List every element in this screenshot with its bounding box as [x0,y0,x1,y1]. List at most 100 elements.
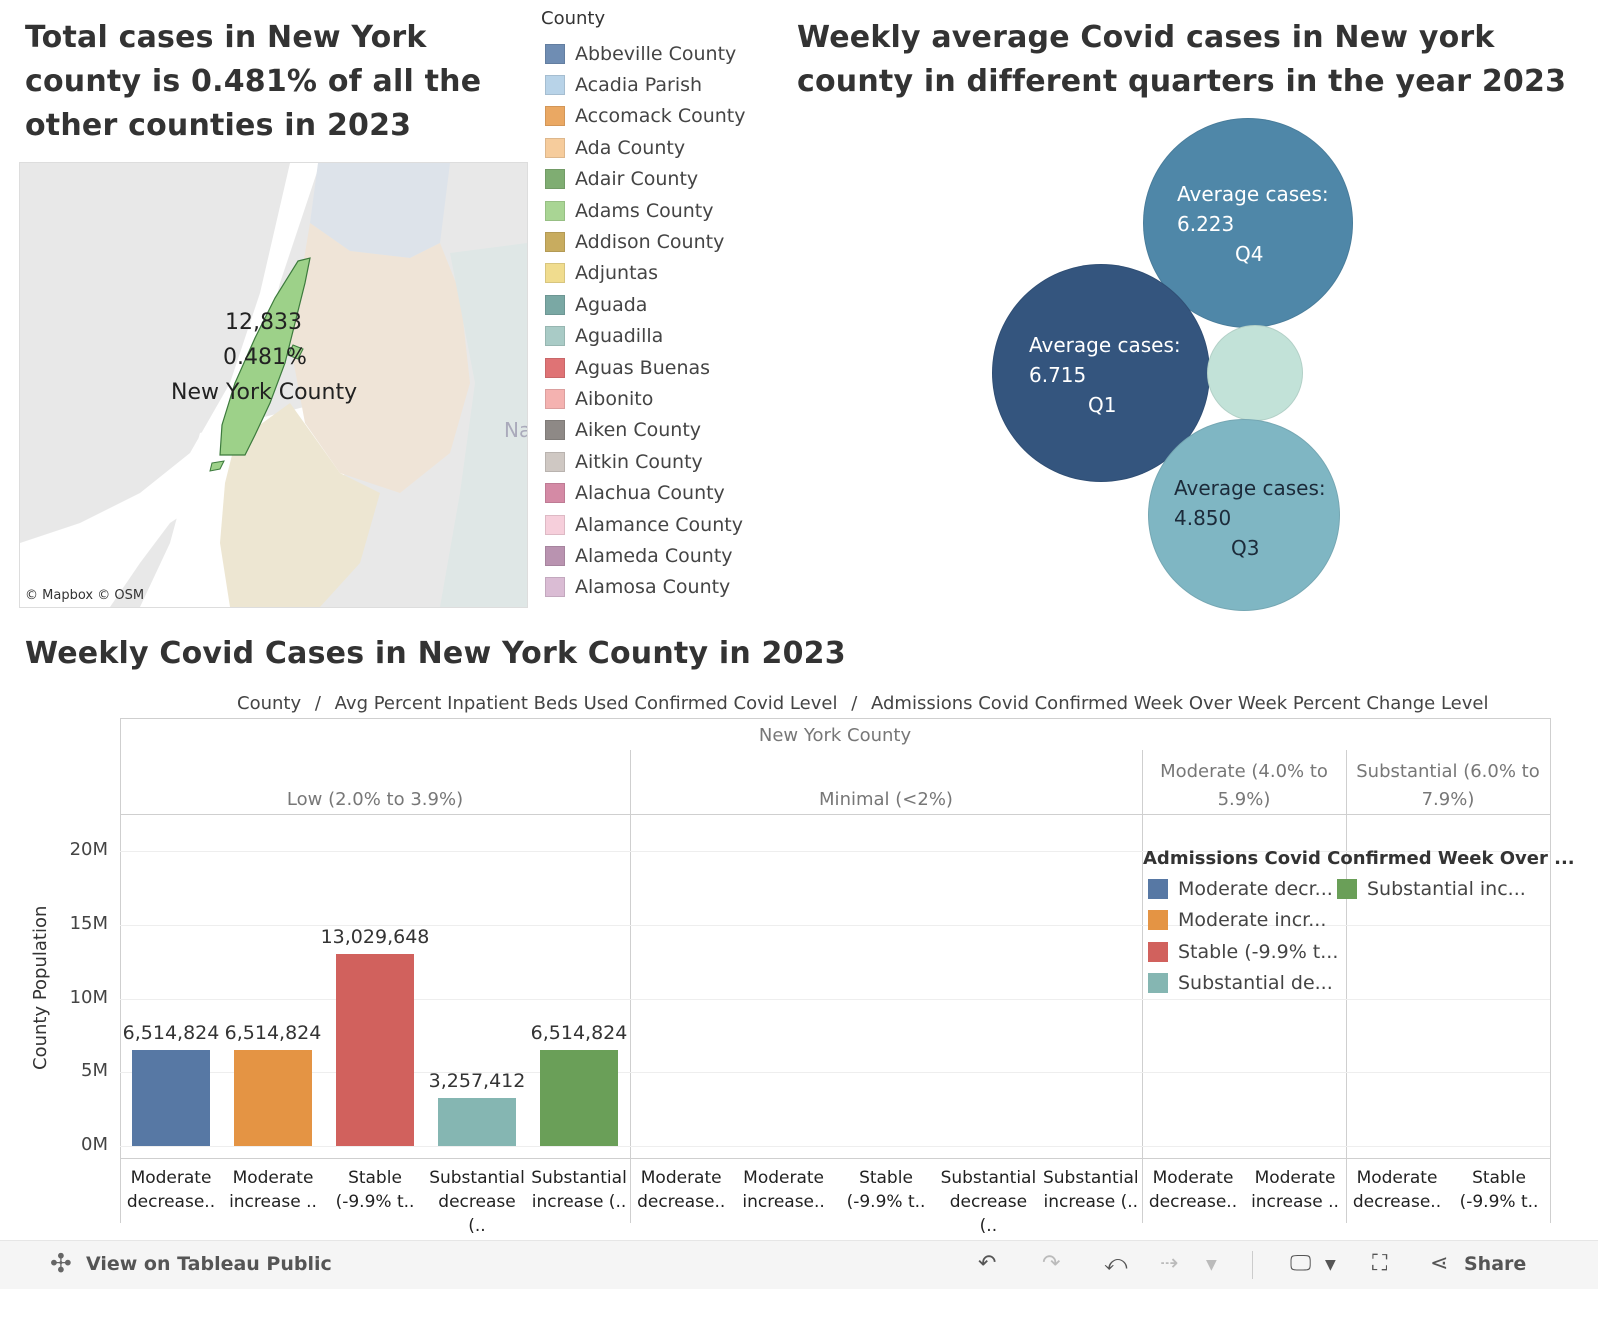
x-category-label[interactable]: Moderate increase.. [734,1166,834,1214]
legend-item-label: Substantial de... [1178,972,1333,994]
map-view[interactable]: 12,833 0.481% New York County Na © Mapbo… [19,162,528,608]
header-path-admissions[interactable]: Admissions Covid Confirmed Week Over Wee… [871,693,1489,714]
legend-swatch [545,483,565,504]
x-category-label[interactable]: Substantial increase (.. [1041,1166,1141,1214]
share-icon[interactable]: ⋖ [1430,1251,1449,1276]
legend-item[interactable]: Ada County [545,132,760,163]
legend-swatch [545,451,565,472]
x-category-line: decrease (.. [949,1192,1028,1236]
bar[interactable] [132,1049,210,1146]
legend-item[interactable]: Aibonito [545,383,760,414]
refresh-dropdown-icon[interactable]: ▼ [1206,1257,1217,1273]
header-group[interactable]: Moderate (4.0% to 5.9%) [1160,761,1328,810]
legend-item[interactable]: Adjuntas [545,258,760,289]
bar[interactable] [438,1097,516,1146]
legend-item[interactable]: Accomack County [545,101,760,132]
view-on-tableau-link[interactable]: View on Tableau Public [86,1253,332,1275]
header-group[interactable]: Substantial (6.0% to 7.9%) [1356,761,1540,810]
refresh-icon[interactable]: ⇢ [1160,1251,1179,1276]
legend-item[interactable]: Aguadilla [545,321,760,352]
header-county[interactable]: New York County [758,725,912,746]
x-category-label[interactable]: Moderate decrease.. [1347,1166,1447,1214]
x-category-line: (-9.9% t.. [846,1192,926,1212]
legend-item[interactable]: Abbeville County [545,38,760,69]
share-button[interactable]: Share [1464,1253,1527,1275]
bar-value-label: 3,257,412 [428,1069,526,1092]
x-category-label[interactable]: Substantial decrease (.. [427,1166,527,1238]
legend-swatch [545,106,565,127]
redo-icon[interactable]: ↷ [1042,1251,1061,1276]
legend-item[interactable]: Aguada [545,289,760,320]
plot-left-line [120,718,121,1223]
admissions-legend-item[interactable]: Stable (-9.9% t... [1148,941,1338,963]
y-axis-label: County Population [30,905,51,1070]
x-category-label[interactable]: Moderate decrease.. [1143,1166,1243,1214]
admissions-legend-item[interactable]: Moderate incr... [1148,909,1326,931]
x-category-label[interactable]: Stable (-9.9% t.. [836,1166,936,1214]
x-category-label[interactable]: Stable (-9.9% t.. [1449,1166,1549,1214]
gridline [120,924,1550,926]
admissions-legend-item[interactable]: Moderate decr... [1148,878,1333,900]
map-edge-label: Na [504,418,527,442]
download-icon[interactable]: 🖵 [1290,1251,1312,1276]
plot-right-line [1550,718,1551,1223]
header-sep-1: / [314,693,321,714]
bubble-q2[interactable] [1207,325,1303,421]
admissions-legend-item[interactable]: Substantial de... [1148,972,1333,994]
x-category-label[interactable]: Moderate increase .. [1245,1166,1345,1214]
undo-icon[interactable]: ↶ [978,1251,997,1276]
bubble-q4[interactable]: Average cases: 6.223 Q4 [1143,118,1353,328]
legend-item-label: Abbeville County [575,42,737,65]
x-category-label[interactable]: Moderate decrease.. [121,1166,221,1214]
bubble-label: Average cases: [1174,476,1326,500]
legend-item[interactable]: Aiken County [545,415,760,446]
fullscreen-icon[interactable]: ⛶ [1372,1251,1388,1276]
legend-item[interactable]: Alamosa County [545,572,760,603]
x-category-label[interactable]: Moderate decrease.. [631,1166,731,1214]
legend-item[interactable]: Adair County [545,164,760,195]
header-group[interactable]: Minimal (<2%) [819,789,953,810]
x-category-label[interactable]: Stable (-9.9% t.. [325,1166,425,1214]
legend-swatch [545,200,565,221]
legend-swatch [1148,910,1168,930]
map-credit[interactable]: © Mapbox © OSM [25,588,145,603]
legend-item[interactable]: Acadia Parish [545,69,760,100]
legend-swatch [545,294,565,315]
bar[interactable] [234,1049,312,1146]
header-path-county[interactable]: County [237,693,302,714]
tableau-logo-icon[interactable]: ✣ [50,1249,72,1279]
plot-bottom-line [120,1158,1550,1159]
x-category-line: (-9.9% t.. [335,1192,415,1212]
x-category-line: Substantial [1042,1168,1139,1188]
bar[interactable] [336,953,414,1146]
legend-item[interactable]: Adams County [545,195,760,226]
legend-item[interactable]: Aguas Buenas [545,352,760,383]
legend-item[interactable]: Alachua County [545,477,760,508]
legend-item[interactable] [545,603,760,608]
x-category-line: decrease.. [1148,1192,1238,1212]
header-group[interactable]: Low (2.0% to 3.9%) [286,789,464,810]
admissions-legend-item[interactable]: Substantial inc... [1337,878,1526,900]
legend-item-label: Addison County [575,231,725,254]
x-category-label[interactable]: Substantial increase (.. [529,1166,629,1214]
legend-item[interactable]: Aitkin County [545,446,760,477]
revert-icon[interactable]: ⤺ [1104,1251,1128,1276]
legend-item-label: Aiken County [575,419,702,442]
legend-item[interactable]: Alameda County [545,540,760,571]
bar[interactable] [540,1049,618,1146]
gridline [120,1072,1550,1074]
legend-swatch [1148,942,1168,962]
download-dropdown-icon[interactable]: ▼ [1325,1257,1336,1273]
bubble-q1[interactable]: Average cases: 6.715 Q1 [992,264,1210,482]
bubble-quarter: Q1 [1088,393,1117,417]
map-title: Total cases in New York county is 0.481%… [25,20,482,143]
county-legend[interactable]: Abbeville County Acadia Parish Accomack Co… [545,38,760,608]
bubble-label: Average cases: [1177,182,1329,206]
x-category-label[interactable]: Substantial decrease (.. [938,1166,1038,1238]
header-path-beds[interactable]: Avg Percent Inpatient Beds Used Confirme… [334,693,838,714]
legend-item[interactable]: Addison County [545,226,760,257]
x-category-label[interactable]: Moderate increase .. [223,1166,323,1214]
legend-item[interactable]: Alamance County [545,509,760,540]
bubble-q3[interactable]: Average cases: 4.850 Q3 [1148,419,1340,611]
county-legend-title: County [541,8,606,29]
